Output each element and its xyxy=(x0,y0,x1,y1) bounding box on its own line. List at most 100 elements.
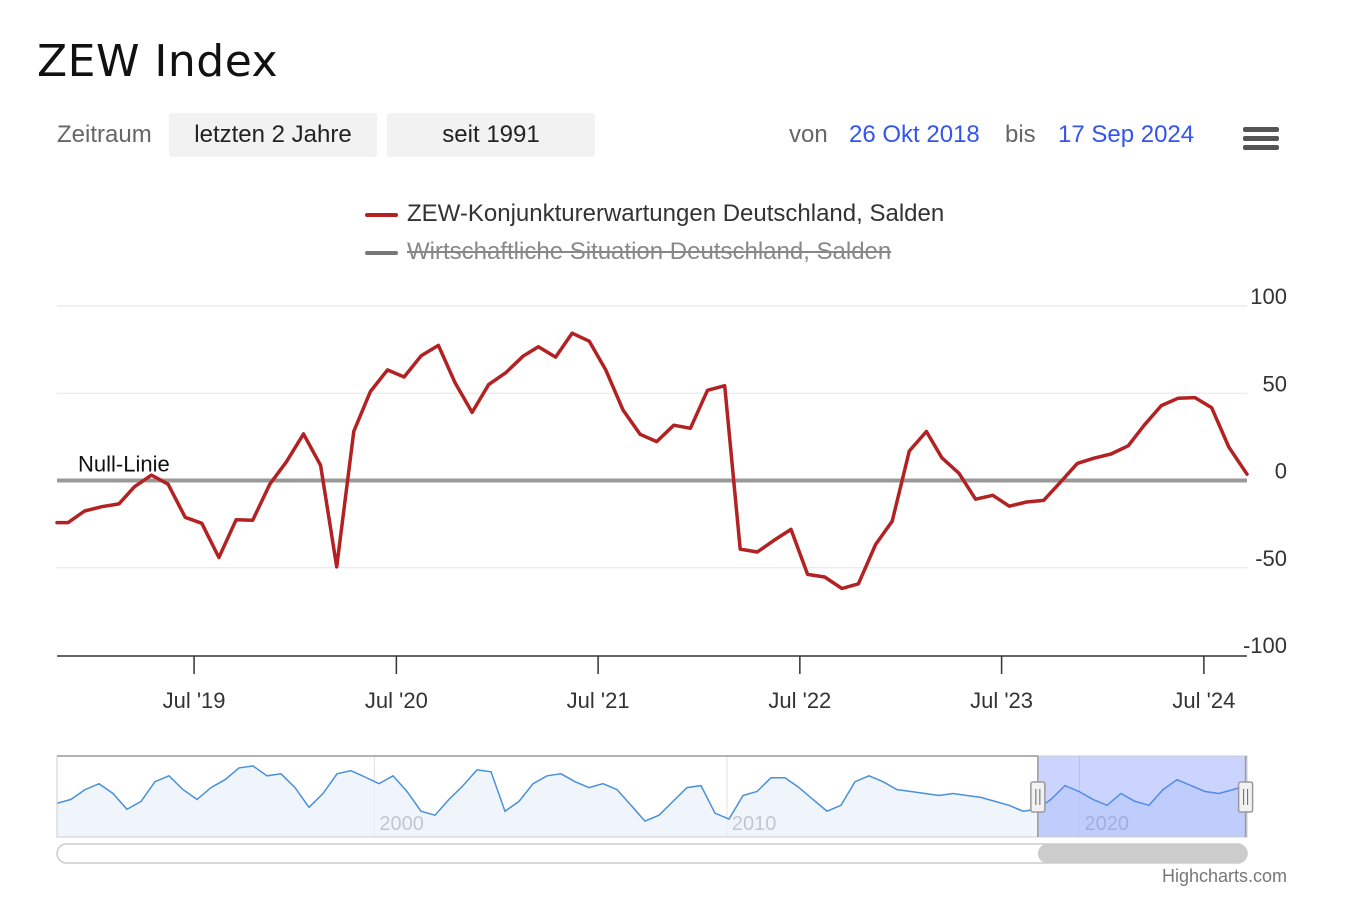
data-point[interactable] xyxy=(131,484,137,490)
y-tick-label: 0 xyxy=(1275,459,1287,484)
data-point[interactable] xyxy=(754,549,760,555)
data-point[interactable] xyxy=(165,481,171,487)
scrollbar-thumb[interactable] xyxy=(1037,844,1247,863)
to-date-input[interactable]: 17 Sep 2024 xyxy=(1058,121,1195,148)
legend-item-zew-expectations[interactable]: ZEW-Konjunkturerwartungen Deutschland, S… xyxy=(365,200,985,230)
y-tick-label: -50 xyxy=(1255,546,1287,571)
data-point[interactable] xyxy=(301,431,307,437)
hamburger-menu-icon[interactable] xyxy=(1243,127,1279,157)
data-point[interactable] xyxy=(452,380,458,386)
navigator-area xyxy=(57,765,1247,837)
data-point[interactable] xyxy=(553,354,559,360)
data-point[interactable] xyxy=(771,537,777,543)
data-point[interactable] xyxy=(939,455,945,461)
data-point[interactable] xyxy=(923,428,929,434)
data-point[interactable] xyxy=(385,367,391,373)
data-point[interactable] xyxy=(65,520,71,526)
handle-body xyxy=(1237,781,1254,813)
data-point[interactable] xyxy=(54,520,60,526)
data-point[interactable] xyxy=(469,409,475,415)
data-point[interactable] xyxy=(1041,497,1047,503)
data-point[interactable] xyxy=(839,586,845,592)
data-point[interactable] xyxy=(805,571,811,577)
data-point[interactable] xyxy=(705,387,711,393)
data-point[interactable] xyxy=(1175,395,1181,401)
x-tick-label: Jul '22 xyxy=(768,688,831,713)
legend-swatch xyxy=(365,213,398,217)
data-point[interactable] xyxy=(535,344,541,350)
data-point[interactable] xyxy=(267,481,273,487)
from-label: von xyxy=(789,121,828,148)
data-point[interactable] xyxy=(603,367,609,373)
data-point[interactable] xyxy=(637,431,643,437)
navigator-selection[interactable] xyxy=(1037,756,1246,837)
data-point[interactable] xyxy=(318,462,324,468)
from-date-input[interactable]: 26 Okt 2018 xyxy=(849,121,980,148)
range-button-2-years[interactable]: letzten 2 Jahre xyxy=(169,113,377,157)
data-point[interactable] xyxy=(116,501,122,507)
data-point[interactable] xyxy=(216,554,222,560)
data-point[interactable] xyxy=(906,448,912,454)
plot-line-label: Null-Linie xyxy=(78,452,170,477)
data-point[interactable] xyxy=(889,518,895,524)
data-point[interactable] xyxy=(822,574,828,580)
data-point[interactable] xyxy=(737,546,743,552)
legend-item-economic-situation[interactable]: Wirtschaftliche Situation Deutschland, S… xyxy=(365,238,965,268)
y-tick-label: 50 xyxy=(1263,371,1287,396)
data-point[interactable] xyxy=(1192,395,1198,401)
data-point[interactable] xyxy=(1006,503,1012,509)
x-tick-label: Jul '19 xyxy=(163,688,226,713)
data-point[interactable] xyxy=(1057,479,1063,485)
data-point[interactable] xyxy=(1023,499,1029,505)
data-point[interactable] xyxy=(569,330,575,336)
data-point[interactable] xyxy=(1125,443,1131,449)
data-point[interactable] xyxy=(973,496,979,502)
to-label: bis xyxy=(1005,121,1036,148)
data-point[interactable] xyxy=(1244,471,1250,477)
range-button-since-1991[interactable]: seit 1991 xyxy=(387,113,595,157)
credits-link[interactable]: Highcharts.com xyxy=(1161,866,1287,886)
data-point[interactable] xyxy=(956,470,962,476)
data-point[interactable] xyxy=(418,353,424,359)
data-point[interactable] xyxy=(367,389,373,395)
data-point[interactable] xyxy=(1091,455,1097,461)
data-point[interactable] xyxy=(788,526,794,532)
data-point[interactable] xyxy=(586,338,592,344)
data-point[interactable] xyxy=(149,472,155,478)
data-point[interactable] xyxy=(873,542,879,548)
menu-bar xyxy=(1243,136,1279,141)
data-point[interactable] xyxy=(199,520,205,526)
data-point[interactable] xyxy=(654,439,660,445)
data-point[interactable] xyxy=(503,370,509,376)
data-point[interactable] xyxy=(351,428,357,434)
data-point[interactable] xyxy=(435,342,441,348)
data-point[interactable] xyxy=(1226,444,1232,450)
data-point[interactable] xyxy=(1141,422,1147,428)
data-point[interactable] xyxy=(82,508,88,514)
navigator-series-line xyxy=(56,765,1248,823)
data-point[interactable] xyxy=(671,422,677,428)
y-tick-label: 100 xyxy=(1250,284,1287,309)
navigator-handle-left[interactable] xyxy=(1030,781,1046,813)
data-point[interactable] xyxy=(722,383,728,389)
data-point[interactable] xyxy=(486,382,492,388)
navigator-handle-right[interactable] xyxy=(1237,781,1254,813)
data-point[interactable] xyxy=(990,492,996,498)
data-point[interactable] xyxy=(233,517,239,523)
data-point[interactable] xyxy=(250,517,256,523)
data-point[interactable] xyxy=(520,353,526,359)
data-point[interactable] xyxy=(401,374,407,380)
x-tick-label: Jul '20 xyxy=(365,688,428,713)
data-point[interactable] xyxy=(620,407,626,413)
data-point[interactable] xyxy=(182,514,188,520)
data-point[interactable] xyxy=(334,564,340,570)
data-point[interactable] xyxy=(99,504,105,510)
data-point[interactable] xyxy=(855,581,861,587)
data-point[interactable] xyxy=(1209,405,1215,411)
data-point[interactable] xyxy=(687,425,693,431)
data-point[interactable] xyxy=(1074,460,1080,466)
data-point[interactable] xyxy=(1158,403,1164,409)
data-point[interactable] xyxy=(1108,451,1114,457)
data-point[interactable] xyxy=(283,459,289,465)
